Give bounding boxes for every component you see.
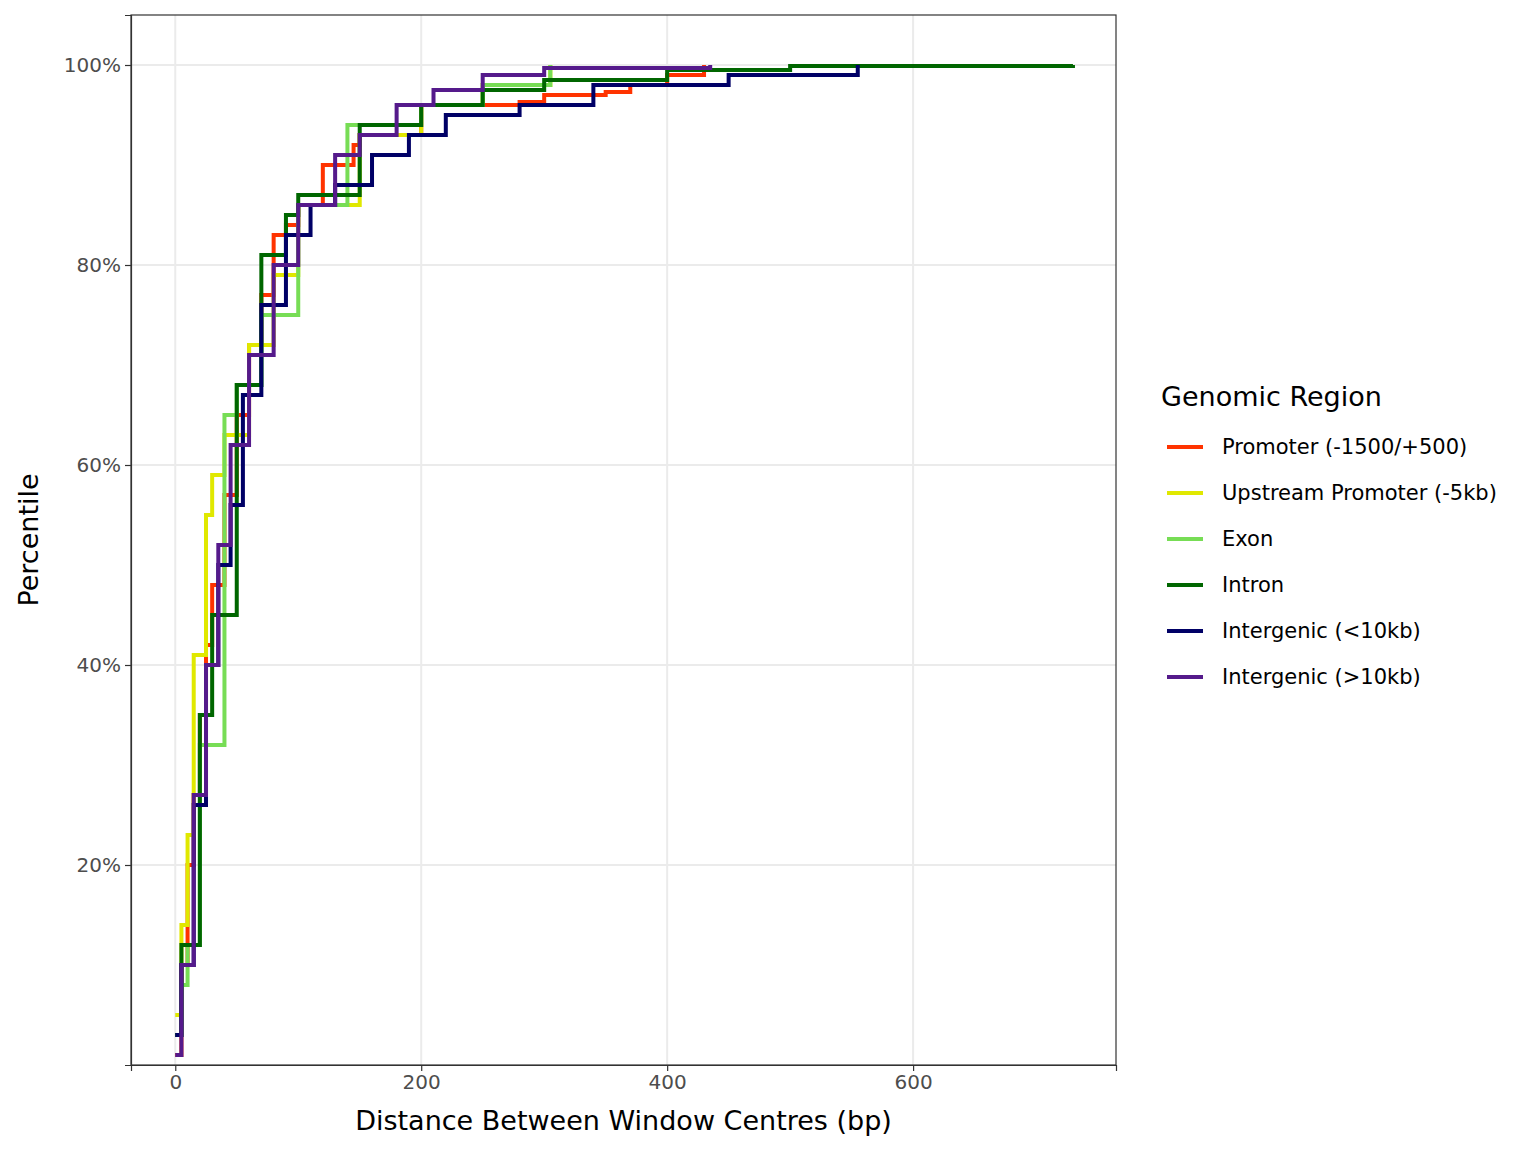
y-tick-mark	[125, 665, 131, 666]
y-tick: 80%	[77, 253, 131, 277]
x-tick: 600	[895, 1065, 933, 1094]
x-tick: 0	[169, 1065, 182, 1094]
legend-label: Exon	[1222, 527, 1273, 551]
y-tick: 40%	[77, 653, 131, 677]
legend-key	[1167, 491, 1203, 495]
legend-key	[1167, 629, 1203, 633]
y-tick-label: 100%	[64, 53, 121, 77]
series-line	[175, 65, 704, 1055]
y-tick-label: 80%	[77, 253, 121, 277]
y-tick-label: 40%	[77, 653, 121, 677]
chart: 0 200 400 600 20% 40% 60% 80% 100% Distance Betwe…	[0, 0, 1536, 1152]
legend-key	[1167, 445, 1203, 449]
lines	[175, 65, 1073, 1055]
y-tick-mark	[125, 265, 131, 266]
grid-line-y	[131, 664, 1116, 666]
x-axis: 0 200 400 600	[132, 1065, 1117, 1094]
legend-key	[1167, 583, 1203, 587]
grid-line-y	[131, 464, 1116, 466]
y-tick: 20%	[77, 853, 131, 877]
legend-label: Intergenic (<10kb)	[1222, 619, 1421, 643]
panel	[131, 15, 1116, 1065]
grid-line-x	[912, 15, 914, 1065]
y-tick: 60%	[77, 453, 131, 477]
x-axis-title: Distance Between Window Centres (bp)	[355, 1105, 892, 1136]
x-tick-label: 200	[403, 1070, 441, 1094]
series-line	[175, 65, 1073, 1035]
y-axis: 20% 40% 60% 80% 100%	[64, 16, 132, 1066]
y-tick-label: 60%	[77, 453, 121, 477]
legend: Genomic Region Promoter (-1500/+500) Upstr…	[1161, 381, 1497, 689]
x-tick-label: 0	[169, 1070, 182, 1094]
panel-border	[131, 15, 1116, 1065]
legend-key	[1167, 675, 1203, 679]
y-axis-title: Percentile	[13, 473, 44, 606]
y-tick-mark	[125, 465, 131, 466]
x-axis-line	[132, 1066, 1117, 1072]
y-tick: 100%	[64, 53, 131, 77]
x-tick-label: 400	[649, 1070, 687, 1094]
legend-label: Intergenic (>10kb)	[1222, 665, 1421, 689]
series-line	[175, 65, 857, 1035]
grid-line-y	[131, 864, 1116, 866]
y-tick-mark	[125, 865, 131, 866]
series-line	[175, 65, 710, 1055]
legend-key	[1167, 537, 1203, 541]
x-tick: 400	[649, 1065, 687, 1094]
legend-label: Promoter (-1500/+500)	[1222, 435, 1467, 459]
legend-label: Intron	[1222, 573, 1284, 597]
y-tick-label: 20%	[77, 853, 121, 877]
y-tick-mark	[125, 65, 131, 66]
legend-title: Genomic Region	[1161, 381, 1382, 412]
x-tick: 200	[403, 1065, 441, 1094]
legend-label: Upstream Promoter (-5kb)	[1222, 481, 1497, 505]
grid-line-x	[666, 15, 668, 1065]
grid	[131, 15, 1116, 1065]
grid-line-x	[174, 15, 176, 1065]
x-tick-label: 600	[895, 1070, 933, 1094]
grid-line-x	[420, 15, 422, 1065]
